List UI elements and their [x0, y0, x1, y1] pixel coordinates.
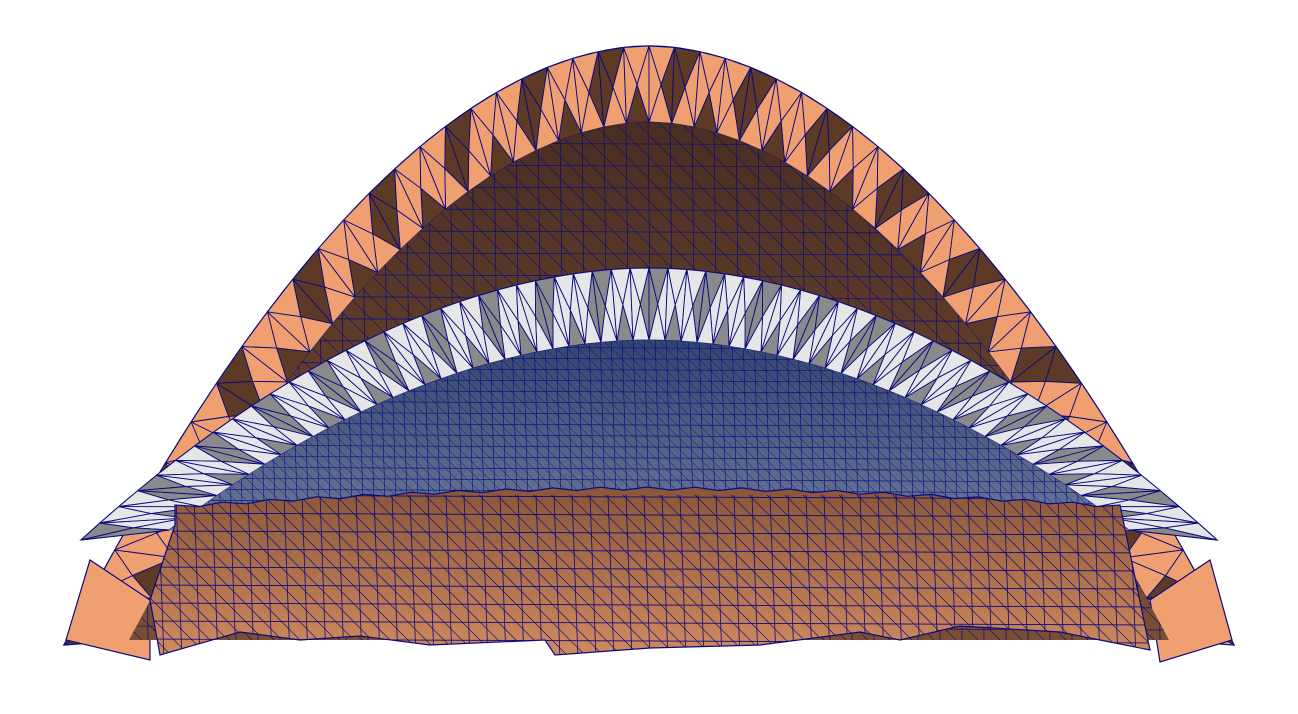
white-band-mesh	[79, 267, 1219, 541]
front-skirt-mesh	[149, 486, 1151, 656]
